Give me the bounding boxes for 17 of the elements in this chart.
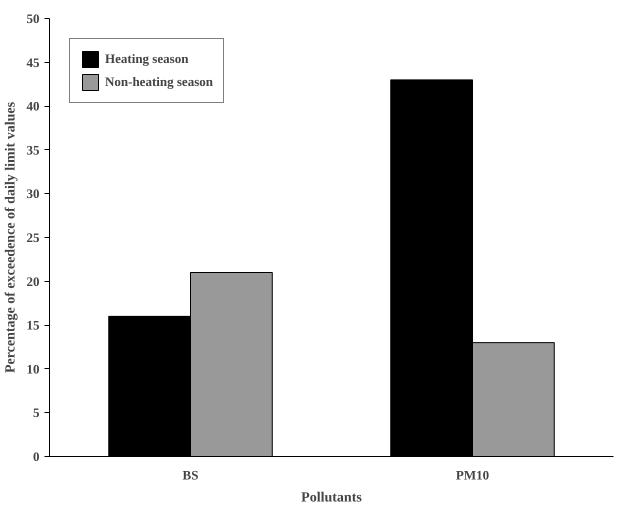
y-tick-label: 5 xyxy=(33,405,40,420)
y-tick-label: 10 xyxy=(26,361,40,376)
y-tick-label: 45 xyxy=(26,54,40,70)
x-tick-label: PM10 xyxy=(456,468,490,482)
y-tick-label: 30 xyxy=(26,186,40,202)
y-tick-label: 25 xyxy=(26,230,40,245)
x-axis-title: Pollutants xyxy=(301,490,362,506)
y-tick-label: 0 xyxy=(33,449,40,464)
x-tick-label: BS xyxy=(182,468,198,482)
y-tick-label: 40 xyxy=(26,98,40,114)
y-tick-label: 20 xyxy=(26,274,40,289)
y-tick-label: 50 xyxy=(26,11,40,26)
y-axis-title: Percentage of exceedence of daily limit values xyxy=(4,101,18,374)
legend-label: Heating season xyxy=(105,51,188,67)
y-tick-label: 15 xyxy=(26,318,40,333)
y-tick-label: 35 xyxy=(26,142,40,158)
legend-label: Non-heating season xyxy=(105,74,213,90)
